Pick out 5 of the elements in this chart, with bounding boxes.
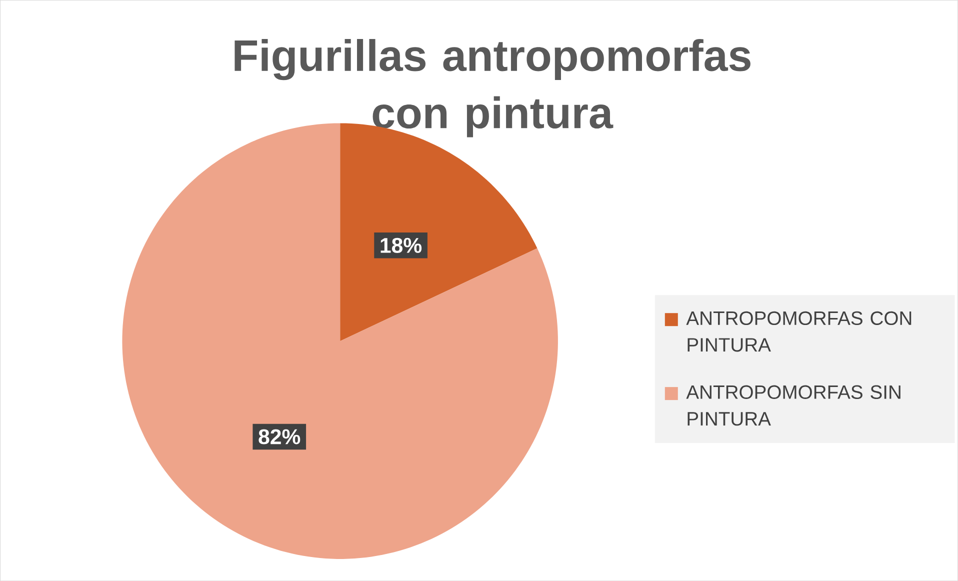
data-label: 82% — [258, 429, 300, 444]
data-label: 18% — [380, 238, 422, 253]
chart-title: Figurillas antropomorfas con pintura — [234, 38, 750, 138]
legend-label: ANTROPOMORFAS CON PINTURA — [686, 311, 912, 352]
legend-label: ANTROPOMORFAS SIN PINTURA — [686, 385, 900, 426]
